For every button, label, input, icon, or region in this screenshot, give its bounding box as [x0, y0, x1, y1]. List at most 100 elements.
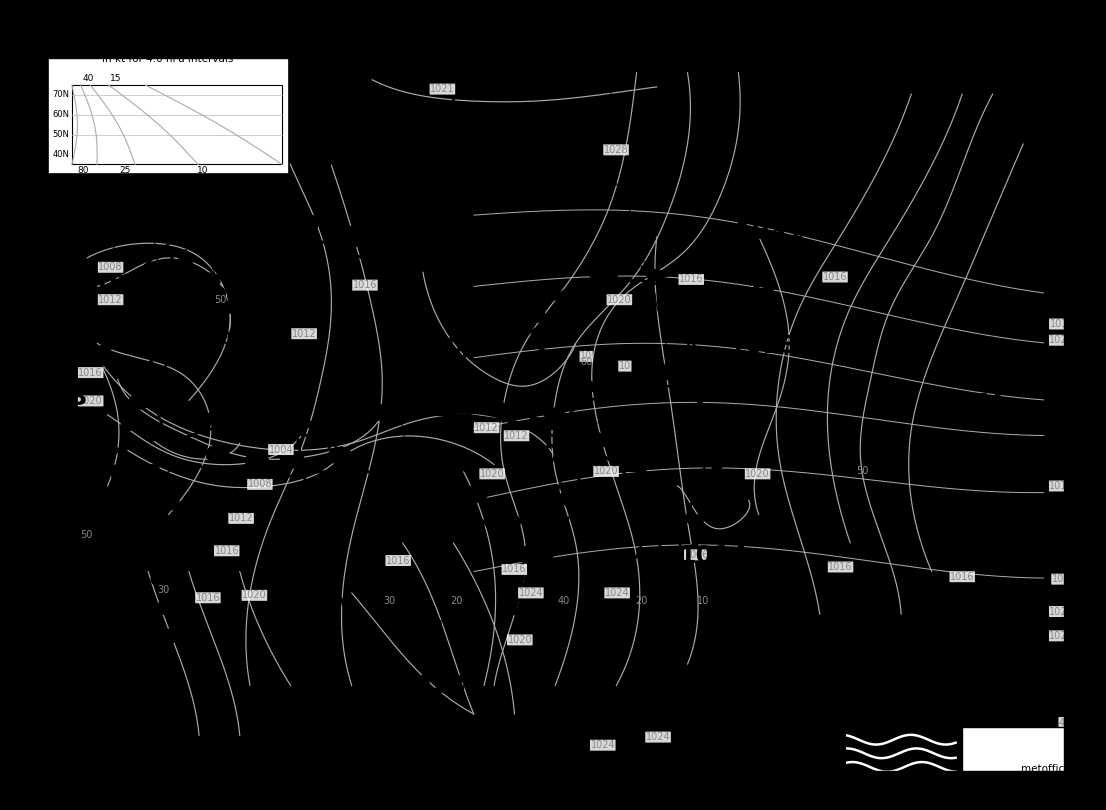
Text: 1016: 1016	[685, 550, 709, 560]
Circle shape	[379, 452, 403, 468]
Text: 10: 10	[1044, 251, 1079, 275]
Polygon shape	[101, 313, 128, 340]
Text: 30: 30	[157, 585, 170, 595]
Text: 1016: 1016	[386, 556, 410, 565]
Text: 1005: 1005	[507, 443, 577, 467]
Circle shape	[425, 465, 448, 482]
Text: H: H	[751, 279, 775, 308]
Polygon shape	[686, 512, 706, 534]
Text: 1020: 1020	[480, 469, 504, 479]
Text: 50: 50	[80, 530, 93, 539]
Polygon shape	[455, 399, 489, 416]
Polygon shape	[699, 385, 721, 401]
Text: L: L	[1078, 220, 1098, 249]
Polygon shape	[359, 403, 394, 420]
Polygon shape	[449, 356, 472, 378]
Text: 1020: 1020	[745, 469, 770, 479]
Polygon shape	[406, 401, 441, 415]
Text: 1031: 1031	[733, 220, 804, 245]
Text: 10: 10	[580, 352, 593, 361]
Text: 40N: 40N	[53, 150, 70, 159]
Circle shape	[276, 359, 298, 373]
Text: 1016: 1016	[353, 280, 377, 290]
Polygon shape	[643, 482, 667, 506]
Text: 30: 30	[383, 596, 396, 606]
Text: 1015: 1015	[468, 228, 539, 253]
Text: 1020: 1020	[954, 447, 1025, 471]
Text: 40: 40	[557, 596, 571, 606]
Polygon shape	[217, 296, 239, 314]
Polygon shape	[498, 405, 533, 421]
Polygon shape	[641, 266, 672, 283]
Circle shape	[295, 215, 319, 232]
Text: 1024: 1024	[591, 740, 615, 750]
Text: 1000: 1000	[92, 463, 163, 488]
Text: 40: 40	[1058, 718, 1072, 727]
Polygon shape	[564, 423, 597, 436]
Text: 1020: 1020	[594, 467, 618, 476]
Circle shape	[152, 573, 169, 586]
Text: 1005: 1005	[429, 334, 500, 358]
Text: metoffice.gov: metoffice.gov	[1021, 765, 1093, 774]
Polygon shape	[708, 419, 724, 441]
Polygon shape	[646, 522, 669, 547]
Circle shape	[517, 547, 540, 563]
Polygon shape	[556, 487, 577, 510]
Text: 1012: 1012	[1050, 481, 1074, 491]
Text: 1024: 1024	[605, 588, 629, 598]
Text: 1004: 1004	[269, 445, 293, 454]
Circle shape	[528, 578, 551, 595]
Circle shape	[160, 496, 179, 509]
Text: H: H	[41, 331, 65, 360]
Polygon shape	[247, 346, 270, 363]
Polygon shape	[282, 418, 317, 434]
Text: 20: 20	[635, 596, 648, 606]
Polygon shape	[622, 452, 648, 473]
Text: L: L	[117, 218, 137, 247]
Circle shape	[200, 273, 220, 288]
Bar	[48, 46, 289, 174]
Text: 1023: 1023	[728, 334, 799, 358]
Polygon shape	[143, 360, 163, 382]
Text: 70N: 70N	[53, 91, 70, 100]
Polygon shape	[565, 457, 586, 480]
Text: 1016: 1016	[215, 546, 239, 556]
Text: 40: 40	[83, 74, 94, 83]
Text: 1016: 1016	[679, 275, 703, 284]
Polygon shape	[589, 269, 622, 285]
Text: 1023: 1023	[18, 386, 88, 411]
Circle shape	[206, 446, 229, 463]
Circle shape	[729, 412, 750, 427]
Circle shape	[328, 447, 352, 464]
Polygon shape	[611, 373, 639, 388]
Text: H: H	[978, 392, 1002, 421]
Text: 1024: 1024	[1050, 631, 1074, 641]
Polygon shape	[185, 411, 216, 429]
Text: 25: 25	[119, 166, 131, 176]
Polygon shape	[547, 517, 568, 541]
Circle shape	[129, 394, 149, 409]
Polygon shape	[175, 249, 196, 271]
Circle shape	[246, 452, 269, 469]
Bar	[962, 727, 1106, 792]
Polygon shape	[679, 542, 698, 565]
Polygon shape	[551, 283, 575, 301]
Text: 1012: 1012	[474, 423, 499, 433]
Circle shape	[658, 364, 678, 380]
Text: 1020: 1020	[79, 396, 103, 406]
Text: 1020: 1020	[607, 295, 632, 305]
Text: 1016: 1016	[823, 272, 847, 282]
Circle shape	[149, 334, 169, 348]
Polygon shape	[529, 416, 561, 433]
Bar	[72, 85, 282, 164]
Polygon shape	[534, 549, 557, 571]
Circle shape	[206, 286, 226, 301]
Text: 1020: 1020	[508, 635, 532, 645]
Text: L: L	[244, 307, 264, 336]
Polygon shape	[119, 290, 148, 314]
Polygon shape	[522, 574, 542, 599]
Circle shape	[465, 485, 488, 502]
Circle shape	[281, 451, 304, 468]
Text: 60N: 60N	[53, 110, 70, 119]
Text: 1020: 1020	[1050, 335, 1074, 345]
